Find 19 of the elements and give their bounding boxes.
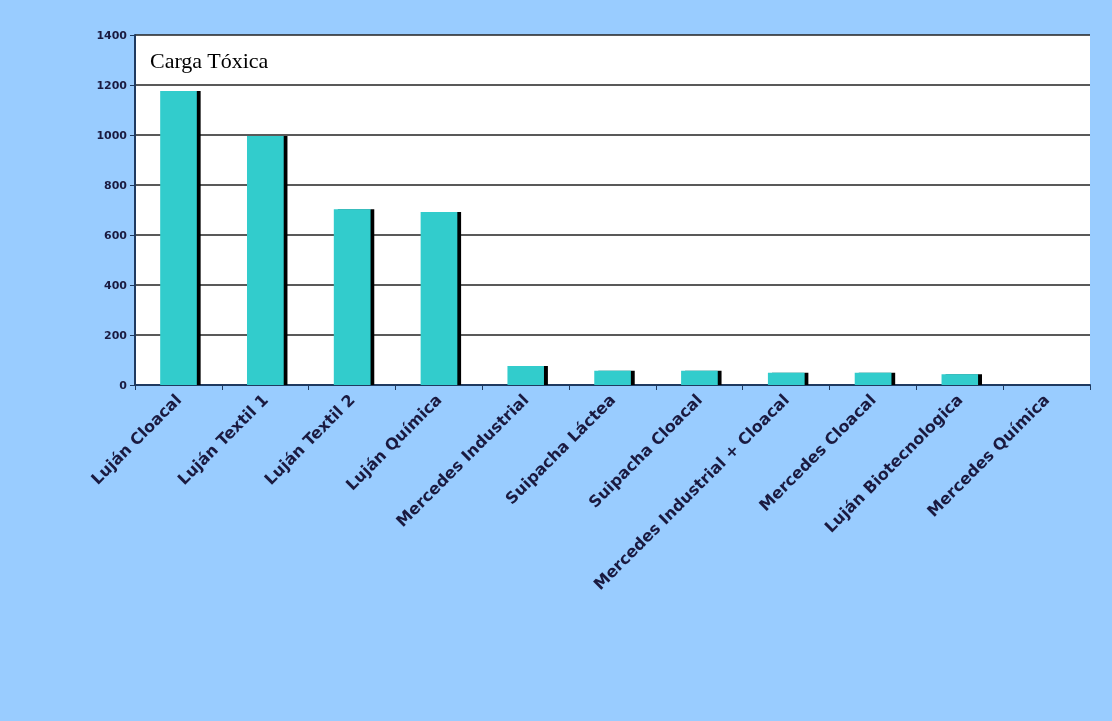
bar	[941, 374, 978, 385]
y-tick-label: 800	[104, 178, 128, 192]
bar	[594, 370, 631, 385]
bar	[247, 136, 284, 385]
y-tick-label: 1200	[96, 78, 128, 92]
bar	[507, 366, 544, 385]
y-tick-label: 200	[104, 328, 128, 342]
bar	[681, 370, 718, 385]
y-tick-label: 0	[119, 378, 128, 392]
bar	[420, 212, 458, 385]
bar	[333, 209, 371, 385]
bar	[767, 372, 805, 385]
y-tick-label: 400	[104, 278, 128, 292]
bar	[160, 91, 197, 385]
y-tick-label: 600	[104, 228, 128, 242]
bar	[854, 372, 892, 385]
text: Carga Tóxica	[150, 47, 269, 73]
y-tick-label: 1000	[96, 128, 128, 142]
y-tick-label: 1400	[96, 28, 128, 42]
